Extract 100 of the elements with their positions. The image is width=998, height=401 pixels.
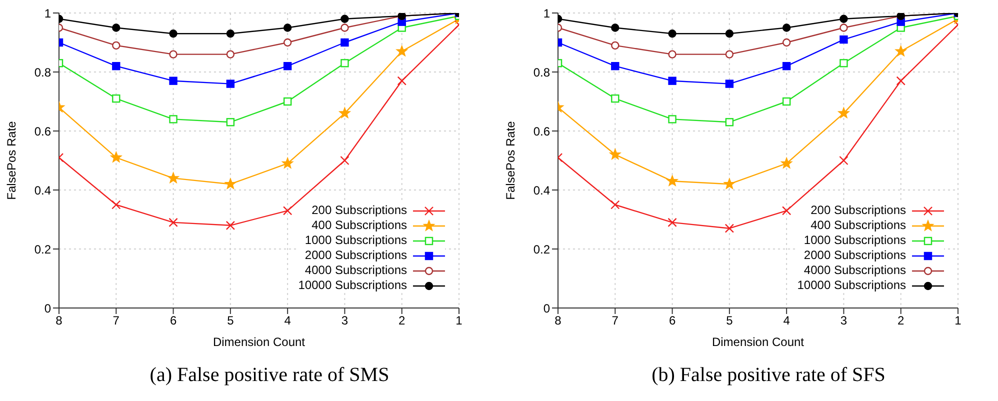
point (840, 24, 848, 32)
y-tick-label: 0.6 (34, 124, 52, 138)
point (340, 14, 349, 23)
point (112, 94, 120, 103)
point (169, 115, 178, 124)
point (112, 24, 120, 32)
legend-label: 4000 Subscriptions (804, 263, 906, 278)
x-tick-label: 1 (954, 314, 962, 328)
point (668, 50, 676, 58)
point (226, 118, 235, 126)
x-tick-label: 3 (341, 314, 348, 328)
y-tick-label: 0.2 (533, 242, 550, 256)
point (168, 172, 179, 184)
point (668, 218, 677, 228)
point (282, 158, 294, 168)
point (112, 200, 121, 210)
x-tick-label: 5 (726, 314, 734, 328)
point (668, 76, 676, 85)
point (340, 38, 349, 47)
point (780, 158, 792, 168)
point (725, 30, 734, 38)
y-tick-label: 1 (543, 6, 550, 20)
point (611, 41, 620, 50)
x-tick-label: 8 (554, 314, 562, 328)
y-tick-label: 0.8 (34, 65, 52, 80)
point (340, 59, 349, 68)
point (782, 206, 792, 216)
point (610, 148, 621, 160)
legend-label: 2000 Subscriptions (304, 248, 407, 263)
text: (a) False positive rate of SMS (148, 364, 390, 387)
x-tick-label: 2 (398, 314, 406, 328)
legend-label: 200 Subscriptions (312, 203, 407, 218)
x-tick-label: 6 (668, 314, 676, 328)
x-tick-label: 2 (898, 314, 905, 328)
point (169, 76, 178, 85)
legend-label: 10000 Subscriptions (797, 278, 906, 293)
legend-label: 10000 Subscriptions (298, 278, 407, 293)
y-tick-label: 0.8 (533, 65, 550, 80)
point (782, 38, 791, 47)
point (112, 62, 120, 70)
legend-label: 4000 Subscriptions (304, 263, 407, 278)
point (112, 41, 120, 50)
point (895, 45, 906, 56)
y-tick-label: 0.4 (34, 183, 52, 198)
point (283, 97, 292, 106)
point (896, 76, 906, 86)
y-tick-label: 1 (44, 6, 52, 20)
x-tick-label: 7 (112, 314, 120, 328)
legend-label: 1000 Subscriptions (304, 233, 407, 248)
x-axis-title: Dimension Count (712, 335, 805, 349)
x-axis-title: Dimension Count (212, 335, 306, 349)
point (168, 218, 178, 228)
x-tick-label: 3 (840, 314, 848, 328)
y-tick-label: 0.4 (533, 183, 550, 198)
y-tick-label: 0 (543, 301, 550, 316)
point (282, 206, 292, 216)
point (840, 35, 848, 44)
point (668, 30, 676, 38)
point (226, 30, 235, 38)
point (610, 200, 620, 210)
point (226, 220, 236, 230)
y-axis-title: FalsePos Rate (503, 120, 518, 200)
point (782, 62, 791, 70)
legend-label: 400 Subscriptions (312, 218, 407, 233)
point (283, 62, 292, 70)
x-tick-label: 4 (783, 314, 790, 328)
point (283, 24, 292, 32)
point (169, 30, 178, 38)
point (725, 80, 734, 88)
point (611, 94, 620, 103)
point (169, 50, 178, 58)
point (782, 97, 791, 106)
point (782, 24, 791, 32)
point (838, 107, 850, 118)
point (283, 38, 292, 47)
y-tick-label: 0 (44, 301, 52, 316)
x-tick-label: 1 (456, 314, 463, 328)
point (668, 115, 676, 124)
y-tick-label: 0.2 (34, 242, 52, 256)
point (725, 50, 734, 58)
y-tick-label: 0.6 (533, 124, 550, 138)
x-tick-label: 4 (284, 314, 292, 328)
point (724, 178, 736, 189)
y-axis-title: FalsePos Rate (4, 120, 18, 200)
x-tick-label: 8 (56, 314, 63, 328)
point (224, 178, 236, 189)
legend-label: 400 Subscriptions (810, 218, 906, 233)
point (110, 152, 122, 162)
point (840, 14, 848, 23)
x-tick-label: 7 (612, 314, 619, 328)
point (339, 107, 350, 118)
point (725, 118, 734, 126)
legend-label: 2000 Subscriptions (804, 248, 906, 263)
text: (b) False positive rate of SFS (650, 364, 886, 387)
point (724, 224, 734, 233)
point (397, 76, 406, 86)
point (396, 45, 408, 56)
x-tick-label: 5 (227, 314, 234, 328)
point (611, 62, 620, 70)
point (839, 156, 848, 166)
